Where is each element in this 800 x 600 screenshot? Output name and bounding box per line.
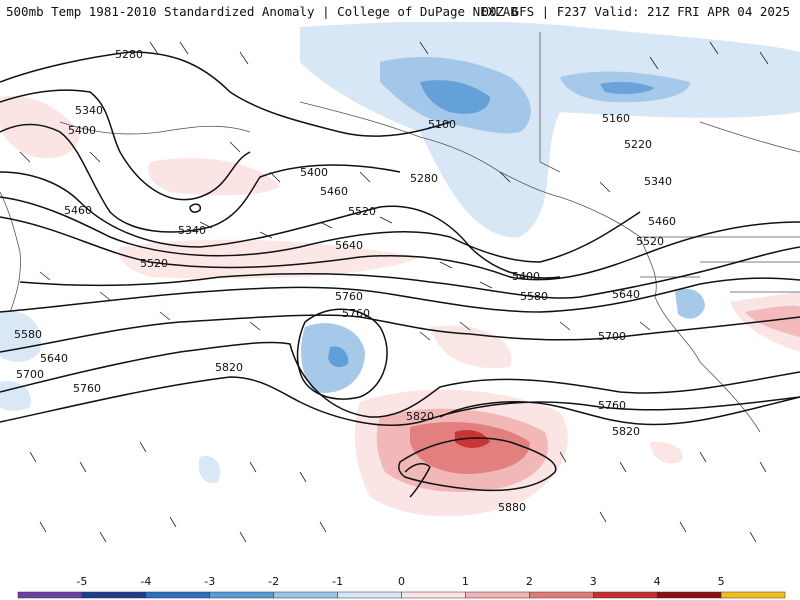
- contour-label: 5700: [16, 368, 44, 381]
- contour-label: 5400: [300, 166, 328, 179]
- contour-label: 5100: [428, 118, 456, 131]
- contour-label: 5820: [406, 410, 434, 423]
- contour-label: 5280: [410, 172, 438, 185]
- cold-anomaly-shading: [0, 22, 800, 484]
- weather-map: 5280 5340 5400 5460 5100 5160 5220 5280 …: [0, 22, 800, 572]
- contour-label: 5700: [598, 330, 626, 343]
- colorbar-tick-label: -2: [268, 575, 279, 588]
- contour-label: 5340: [644, 175, 672, 188]
- colorbar-tick-label: -4: [140, 575, 151, 588]
- colorbar-swatch: [337, 591, 402, 599]
- colorbar-swatch: [529, 591, 594, 599]
- contour-label: 5460: [648, 215, 676, 228]
- contour-label: 5640: [612, 288, 640, 301]
- colorbar-swatch: [17, 591, 83, 599]
- colorbar-swatch: [656, 591, 722, 599]
- contour-label: 5520: [140, 257, 168, 270]
- colorbar-tick-label: 3: [590, 575, 597, 588]
- colorbar-tick-label: 4: [654, 575, 661, 588]
- contour-label: 5280: [115, 48, 143, 61]
- contour-label: 5340: [75, 104, 103, 117]
- colorbar-swatch: [81, 591, 147, 599]
- contour-label: 5880: [498, 501, 526, 514]
- contour-labels: 5280 5340 5400 5460 5100 5160 5220 5280 …: [14, 48, 676, 514]
- contour-label: 5520: [348, 205, 376, 218]
- wind-barbs: [19, 41, 769, 543]
- contour-label: 5820: [215, 361, 243, 374]
- contour-label: 5400: [512, 270, 540, 283]
- contour-label: 5580: [520, 290, 548, 303]
- colorbar-tick-label: 0: [398, 575, 405, 588]
- contour-label: 5160: [602, 112, 630, 125]
- map-title: 500mb Temp 1981-2010 Standardized Anomal…: [6, 4, 518, 19]
- contour-label: 5640: [335, 239, 363, 252]
- colorbar-tick-label: 5: [718, 575, 725, 588]
- contour-label: 5760: [73, 382, 101, 395]
- contour-label: 5520: [636, 235, 664, 248]
- contour-label: 5460: [64, 204, 92, 217]
- contour-label: 5460: [320, 185, 348, 198]
- colorbar-swatch: [401, 591, 466, 599]
- contour-label: 5640: [40, 352, 68, 365]
- colorbar-tick-label: -5: [76, 575, 87, 588]
- colorbar-tick-label: 1: [462, 575, 469, 588]
- model-run-info: 00Z GFS | F237 Valid: 21Z FRI APR 04 202…: [481, 4, 790, 19]
- colorbar-swatch: [145, 591, 210, 599]
- contour-label: 5820: [612, 425, 640, 438]
- contour-label: 5760: [598, 399, 626, 412]
- colorbar-tick-label: -3: [204, 575, 215, 588]
- colorbar-tick-label: -1: [332, 575, 343, 588]
- contour-label: 5220: [624, 138, 652, 151]
- contour-label: 5760: [335, 290, 363, 303]
- colorbar-swatch: [720, 591, 786, 599]
- contour-label: 5580: [14, 328, 42, 341]
- header-bar: 500mb Temp 1981-2010 Standardized Anomal…: [0, 0, 800, 23]
- contour-label: 5400: [68, 124, 96, 137]
- geography-outlines: [0, 32, 800, 433]
- anomaly-colorbar: -5 -4 -3 -2 -1 0 1 2 3 4 5: [0, 572, 800, 600]
- colorbar-tick-label: 2: [526, 575, 533, 588]
- contour-label: 5760: [342, 307, 370, 320]
- colorbar-swatch: [209, 591, 274, 599]
- colorbar-swatch: [465, 591, 530, 599]
- geopotential-height-contours: [0, 51, 800, 498]
- colorbar-swatch: [593, 591, 658, 599]
- colorbar-swatch: [273, 591, 338, 599]
- warm-anomaly-shading: [0, 96, 800, 517]
- contour-label: 5340: [178, 224, 206, 237]
